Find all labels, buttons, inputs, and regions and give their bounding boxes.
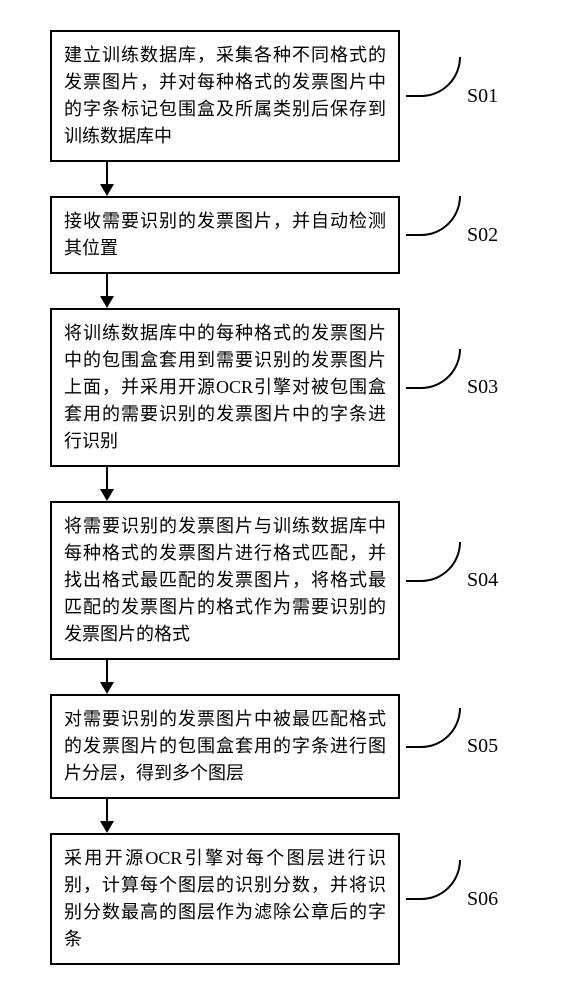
- flow-arrow: [100, 274, 114, 308]
- step-row: 将训练数据库中的每种格式的发票图片中的包围盒套用到需要识别的发票图片上面，并采用…: [50, 308, 515, 467]
- connector-line: [406, 349, 461, 389]
- step-label-s02: S02: [467, 224, 498, 247]
- connector-line: [406, 708, 461, 748]
- step-row: 采用开源OCR引擎对每个图层进行识别，计算每个图层的识别分数，并将识别分数最高的…: [50, 833, 515, 965]
- step-label-s06: S06: [467, 888, 498, 911]
- arrow-head-icon: [100, 489, 114, 501]
- flowchart-container: 建立训练数据库，采集各种不同格式的发票图片，并对每种格式的发票图片中的字条标记包…: [50, 30, 515, 965]
- flow-arrow: [100, 162, 114, 196]
- step-label-s03: S03: [467, 376, 498, 399]
- flow-arrow: [100, 467, 114, 501]
- step-box-s06: 采用开源OCR引擎对每个图层进行识别，计算每个图层的识别分数，并将识别分数最高的…: [50, 833, 400, 965]
- arrow-shaft: [106, 799, 108, 821]
- connector-line: [406, 57, 461, 97]
- label-connector: S03: [406, 376, 498, 399]
- step-label-s01: S01: [467, 85, 498, 108]
- arrow-shaft: [106, 467, 108, 489]
- step-row: 将需要识别的发票图片与训练数据库中每种格式的发票图片进行格式匹配，并找出格式最匹…: [50, 501, 515, 660]
- step-row: 建立训练数据库，采集各种不同格式的发票图片，并对每种格式的发票图片中的字条标记包…: [50, 30, 515, 162]
- flow-arrow: [100, 660, 114, 694]
- arrow-head-icon: [100, 682, 114, 694]
- step-label-s05: S05: [467, 735, 498, 758]
- label-connector: S06: [406, 888, 498, 911]
- step-box-s02: 接收需要识别的发票图片，并自动检测其位置: [50, 196, 400, 274]
- label-connector: S04: [406, 569, 498, 592]
- arrow-shaft: [106, 660, 108, 682]
- connector-line: [406, 196, 461, 236]
- arrow-head-icon: [100, 821, 114, 833]
- step-box-s04: 将需要识别的发票图片与训练数据库中每种格式的发票图片进行格式匹配，并找出格式最匹…: [50, 501, 400, 660]
- step-row: 对需要识别的发票图片中被最匹配格式的发票图片的包围盒套用的字条进行图片分层，得到…: [50, 694, 515, 799]
- step-box-s01: 建立训练数据库，采集各种不同格式的发票图片，并对每种格式的发票图片中的字条标记包…: [50, 30, 400, 162]
- flow-arrow: [100, 799, 114, 833]
- arrow-shaft: [106, 274, 108, 296]
- connector-line: [406, 542, 461, 582]
- arrow-head-icon: [100, 184, 114, 196]
- step-label-s04: S04: [467, 569, 498, 592]
- step-row: 接收需要识别的发票图片，并自动检测其位置 S02: [50, 196, 515, 274]
- connector-line: [406, 860, 461, 900]
- arrow-shaft: [106, 162, 108, 184]
- step-box-s03: 将训练数据库中的每种格式的发票图片中的包围盒套用到需要识别的发票图片上面，并采用…: [50, 308, 400, 467]
- step-box-s05: 对需要识别的发票图片中被最匹配格式的发票图片的包围盒套用的字条进行图片分层，得到…: [50, 694, 400, 799]
- label-connector: S05: [406, 735, 498, 758]
- label-connector: S02: [406, 224, 498, 247]
- arrow-head-icon: [100, 296, 114, 308]
- label-connector: S01: [406, 85, 498, 108]
